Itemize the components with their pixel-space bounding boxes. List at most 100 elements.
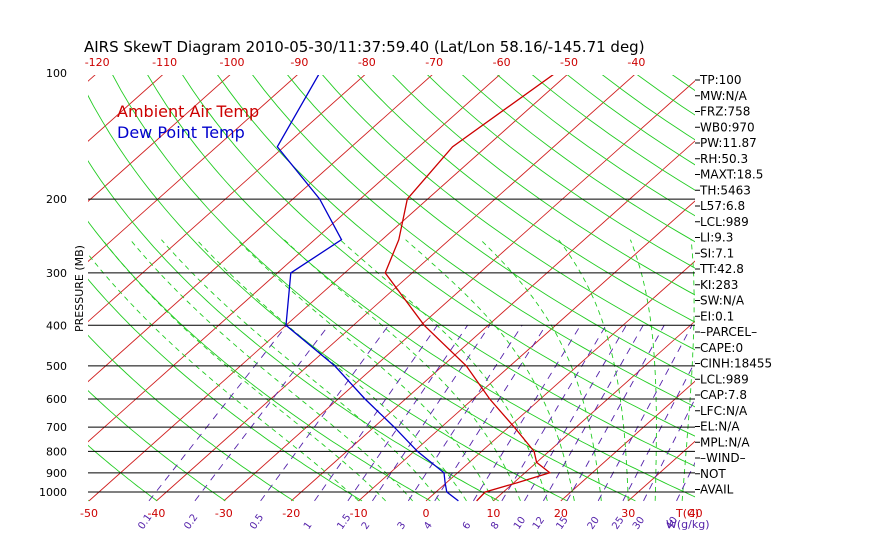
- index-label: PW:11.87: [700, 136, 757, 150]
- moist-adiabat-line: [405, 239, 575, 501]
- mixing-ratio-unit-label: W(g/kg): [666, 518, 710, 531]
- dry-adiabat-line: [392, 75, 695, 296]
- dry-adiabat-line: [427, 75, 695, 269]
- bottom-temp-tick-label: -30: [215, 507, 233, 520]
- mixing-ratio-tick-label: 1: [302, 520, 315, 532]
- mixing-ratio-tick-label: 3: [396, 520, 409, 532]
- mixing-ratio-line: [473, 325, 581, 502]
- mixing-ratio-line: [524, 325, 627, 502]
- moist-adiabat-line: [629, 239, 657, 501]
- isotherm-line: [0, 73, 30, 501]
- moist-adiabat-line: [88, 253, 359, 502]
- pressure-tick-label: 300: [46, 267, 67, 280]
- index-label: TT:42.8: [699, 262, 744, 276]
- index-label: EL:N/A: [700, 420, 740, 434]
- isotherm-line: [763, 73, 870, 501]
- mixing-ratio-line: [566, 325, 665, 502]
- mixing-ratio-line: [407, 325, 523, 502]
- moist-adiabat-line: [161, 239, 440, 502]
- isotherm-line: [493, 320, 695, 502]
- legend-entry: Dew Point Temp: [117, 123, 245, 142]
- mixing-ratio-line: [347, 325, 468, 502]
- mixing-ratio-line: [314, 325, 438, 502]
- index-label: EI:0.1: [700, 309, 734, 323]
- top-temp-tick-label: -80: [358, 56, 376, 69]
- mixing-ratio-tick-label: 10: [512, 515, 528, 532]
- pressure-tick-labels: 100 200 300 400 500 600 700 800 900 1000: [39, 67, 67, 499]
- top-temp-tick-labels: -120 -110 -100 -90 -80 -70 -60 -50 -40: [85, 56, 646, 69]
- index-label: FRZ:758: [700, 105, 750, 119]
- sounding-lines: [276, 75, 554, 502]
- index-label: LI:9.3: [700, 231, 733, 245]
- dry-adiabat-line: [88, 94, 568, 502]
- pressure-tick-label: 900: [46, 467, 67, 480]
- index-label: NOT: [700, 467, 726, 481]
- legend: Ambient Air Temp Dew Point Temp: [117, 102, 259, 142]
- isotherm-line: [560, 380, 695, 502]
- dry-adiabat-line: [496, 75, 695, 217]
- bottom-temp-tick-label: -40: [147, 507, 165, 520]
- index-label: RH:50.3: [700, 152, 748, 166]
- index-label: CAPE:0: [700, 341, 743, 355]
- isotherm-line: [88, 75, 231, 202]
- mixing-ratio-line: [434, 325, 547, 502]
- isotherm-line: [88, 75, 568, 502]
- isotherm-line: [830, 73, 870, 501]
- mixing-ratio-tick-label: 12: [531, 515, 547, 532]
- moist-adiabat-line: [236, 239, 494, 502]
- isotherm-line: [88, 75, 433, 383]
- dry-adiabat-line: [88, 389, 226, 502]
- isotherm-line: [290, 140, 695, 502]
- index-label: TH:5463: [699, 183, 751, 197]
- isotherm-line: [358, 200, 695, 502]
- mixing-ratio-line: [676, 461, 695, 502]
- bottom-temp-tick-label: 20: [554, 507, 568, 520]
- index-label: –WIND–: [700, 451, 746, 465]
- pressure-tick-label: 200: [46, 193, 67, 206]
- moist-adiabat-line: [681, 239, 695, 501]
- dry-adiabat-line: [809, 73, 870, 501]
- dry-adiabat-line: [182, 75, 695, 467]
- mixing-ratio-tick-label: 8: [489, 520, 502, 532]
- series-line-ambient-air-temp: [384, 75, 554, 502]
- dry-adiabat-line: [774, 73, 870, 501]
- bottom-temp-tick-label: -10: [350, 507, 368, 520]
- top-temp-tick-label: -50: [560, 56, 578, 69]
- index-label: SI:7.1: [700, 246, 734, 260]
- moist-adiabat-line: [196, 239, 467, 502]
- index-label: LCL:989: [700, 372, 749, 386]
- dry-adiabat-line: [0, 73, 20, 501]
- index-label: LFC:N/A: [700, 404, 748, 418]
- index-label: L57:6.8: [700, 199, 745, 213]
- moist-adiabat-line: [283, 239, 521, 502]
- dry-adiabat-line: [322, 75, 695, 351]
- background-lines: [0, 73, 870, 502]
- top-temp-tick-label: -90: [290, 56, 308, 69]
- top-temp-tick-label: -60: [493, 56, 511, 69]
- index-label: TP:100: [699, 73, 742, 87]
- pressure-tick-label: 700: [46, 421, 67, 434]
- dry-adiabat-line: [88, 334, 294, 502]
- top-temp-tick-label: -120: [85, 56, 110, 69]
- bottom-temp-tick-labels: -50 -40 -30 -20 -10 0 10 20 30 40: [80, 507, 703, 520]
- dry-adiabat-line: [252, 75, 695, 408]
- top-temp-tick-label: -100: [220, 56, 245, 69]
- index-label: –PARCEL–: [700, 325, 757, 339]
- dry-adiabat-line: [147, 75, 695, 498]
- dry-adiabat-line: [88, 444, 158, 502]
- bottom-temp-tick-label: 40: [689, 507, 703, 520]
- chart-title: AIRS SkewT Diagram 2010-05-30/11:37:59.4…: [84, 38, 645, 56]
- moist-adiabat-line: [339, 239, 548, 502]
- dry-adiabat-line: [112, 75, 636, 502]
- moist-adiabat-line: [129, 239, 413, 502]
- index-label: MPL:N/A: [700, 435, 750, 449]
- isotherm-line: [425, 260, 695, 502]
- bottom-temp-tick-label: -20: [282, 507, 300, 520]
- pressure-tick-label: 400: [46, 319, 67, 332]
- mixing-ratio-line: [194, 324, 330, 502]
- pressure-tick-label: 100: [46, 67, 67, 80]
- dry-adiabat-line: [844, 73, 870, 501]
- mixing-ratio-line: [622, 360, 695, 502]
